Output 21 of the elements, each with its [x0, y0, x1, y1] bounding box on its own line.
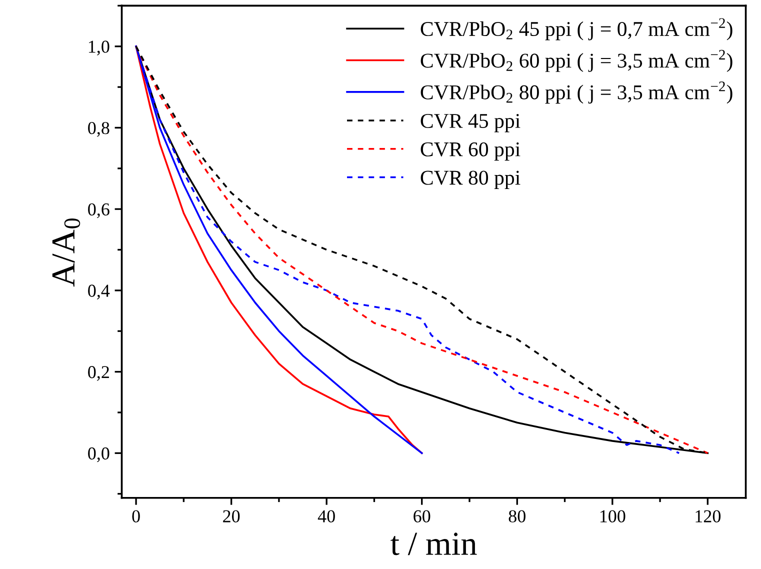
- x-tick-label: 60: [414, 510, 430, 522]
- x-tick-label: 100: [600, 510, 626, 522]
- y-tick-label: 0,6: [88, 203, 110, 218]
- y-tick-label: 0,4: [88, 284, 110, 300]
- legend-label: CVR 80 ppi: [420, 170, 520, 189]
- legend-label: CVR/PbO$_{2}$ 60 ppi ( j = 3,5 mA cm$^{−2}$): [420, 50, 732, 72]
- x-tick-label: 80: [508, 510, 526, 522]
- legend-label: CVR 45 ppi: [420, 114, 520, 132]
- x-tick-label: 0: [132, 510, 140, 522]
- x-axis-title: t / min: [390, 532, 477, 556]
- y-axis-title: A/A$_{0}$: [52, 218, 80, 287]
- x-tick-label: 40: [318, 510, 335, 522]
- x-tick-label: 20: [223, 510, 240, 522]
- legend-label: CVR/PbO$_{2}$ 80 ppi ( j = 3,5 mA cm$^{−2}$): [420, 82, 732, 104]
- legend-label: CVR 60 ppi: [420, 142, 520, 161]
- x-tick-label: 120: [696, 510, 721, 522]
- y-tick-label: 0,0: [88, 447, 110, 462]
- y-tick-label: 0,2: [88, 366, 109, 381]
- legend-label: CVR/PbO$_{2}$ 45 ppi ( j = 0,7 mA cm$^{−2}$): [420, 18, 732, 40]
- y-tick-label: 1,0: [88, 40, 110, 56]
- y-tick-label: 0,8: [88, 122, 110, 137]
